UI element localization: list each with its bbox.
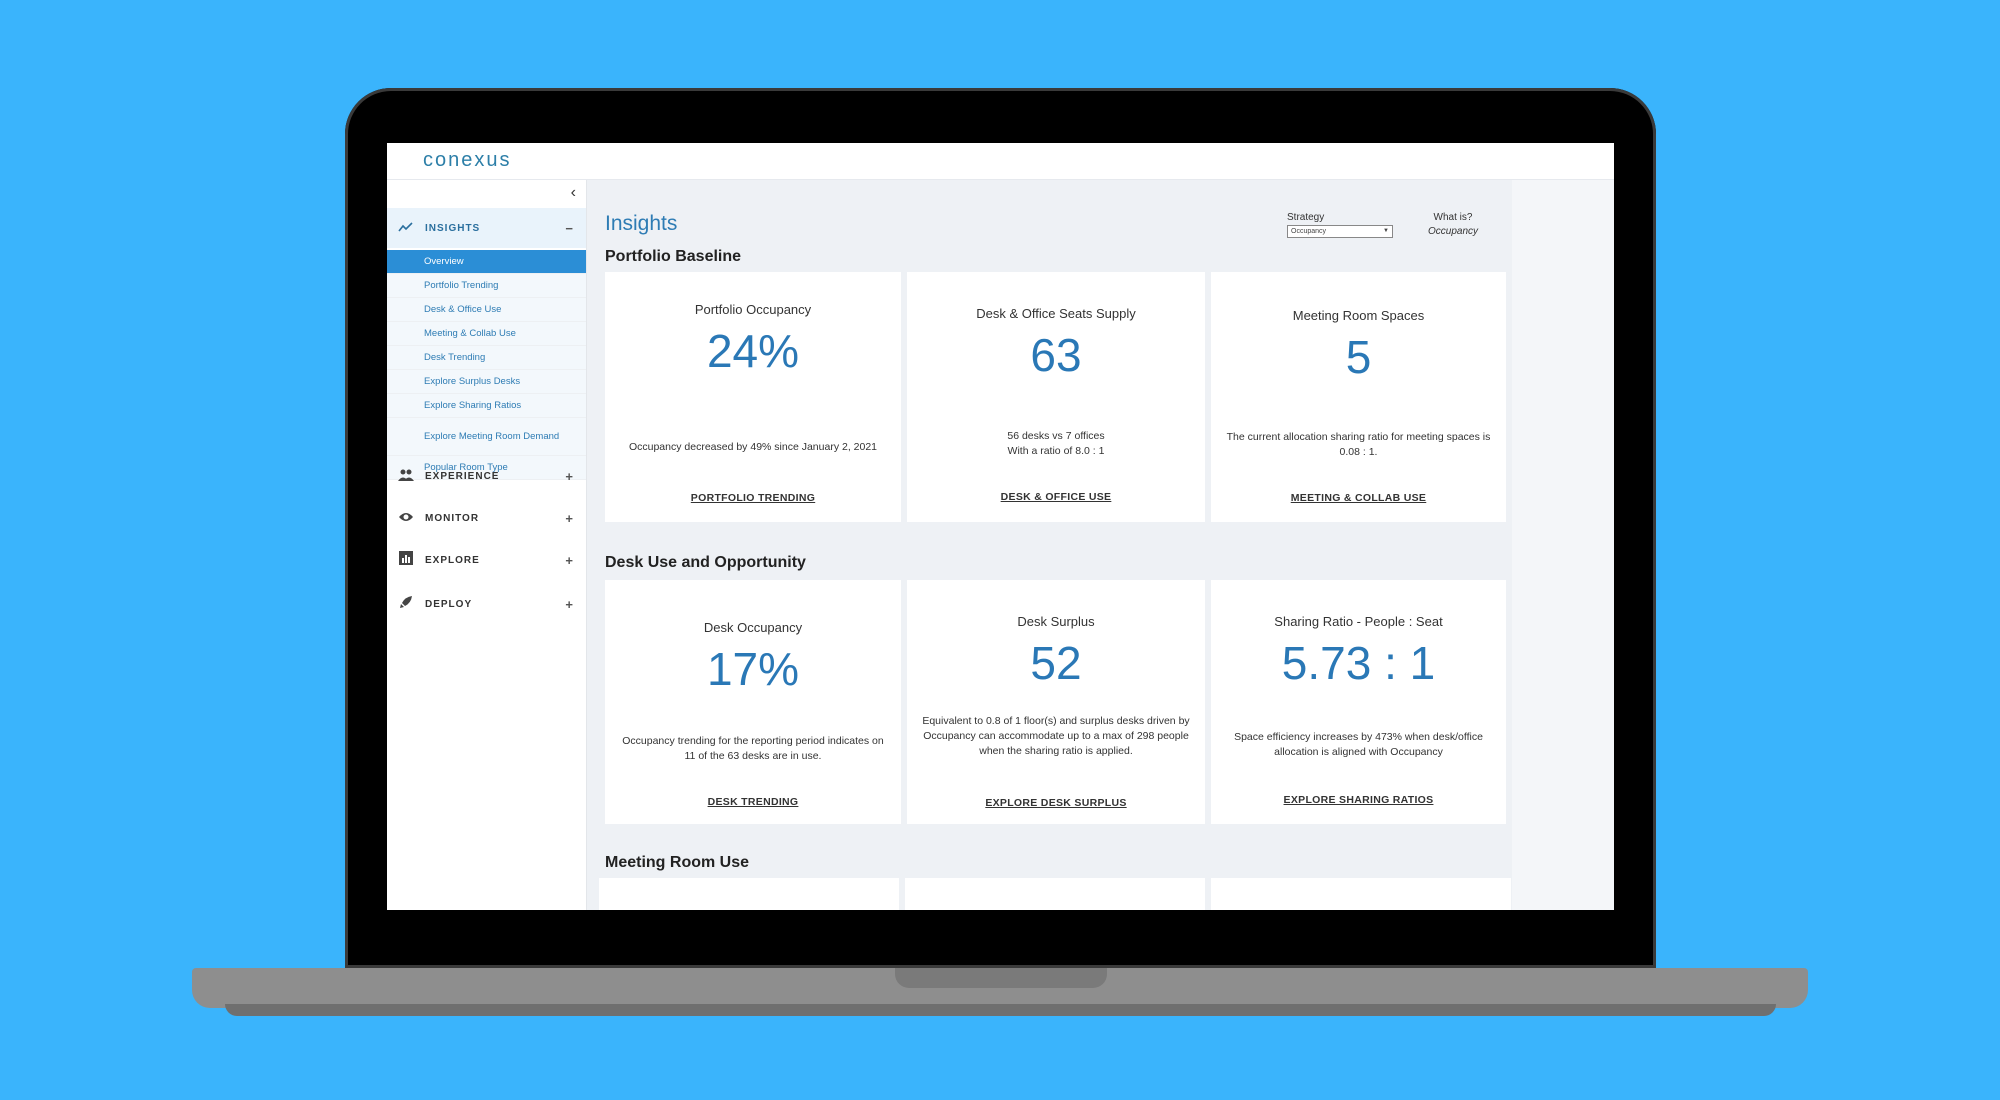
card-sharing-ratio: Sharing Ratio - People : Seat 5.73 : 1 S… xyxy=(1211,580,1506,824)
card-description: Equivalent to 0.8 of 1 floor(s) and surp… xyxy=(922,715,1190,757)
sidebar-item-explore-surplus-desks[interactable]: Explore Surplus Desks xyxy=(387,370,586,394)
right-pane xyxy=(1512,180,1614,910)
card-value: 63 xyxy=(1030,329,1082,381)
section-title-desk-use-opportunity: Desk Use and Opportunity xyxy=(605,554,806,571)
laptop-base-foot xyxy=(225,1004,1776,1016)
section-title-portfolio-baseline: Portfolio Baseline xyxy=(605,248,742,265)
link-desk-office-use[interactable]: DESK & OFFICE USE xyxy=(1000,491,1112,503)
nav-section-insights[interactable]: INSIGHTS − xyxy=(387,208,586,248)
sidebar-item-desk-trending[interactable]: Desk Trending xyxy=(387,346,586,370)
card-meeting-room-3 xyxy=(1211,878,1511,910)
card-description-ratio: With a ratio of 8.0 : 1 xyxy=(1007,445,1105,457)
card-desk-occupancy: Desk Occupancy 17% Occupancy trending fo… xyxy=(605,580,901,824)
sidebar-item-portfolio-trending[interactable]: Portfolio Trending xyxy=(387,274,586,298)
strategy-select-value: Occupancy xyxy=(1291,228,1327,235)
nav-section-label: MONITOR xyxy=(425,512,480,524)
card-description: Space efficiency increases by 473% when … xyxy=(1234,731,1483,758)
card-title: Portfolio Occupancy xyxy=(694,302,812,317)
card-description: 56 desks vs 7 offices xyxy=(1007,430,1105,442)
rocket-icon xyxy=(395,595,417,613)
nav-section-label: EXPERIENCE xyxy=(425,470,500,482)
sidebar-item-desk-office-use[interactable]: Desk & Office Use xyxy=(387,298,586,322)
nav-section-label: INSIGHTS xyxy=(425,222,481,234)
card-value: 5 xyxy=(1345,331,1372,383)
expand-section-icon[interactable]: + xyxy=(565,552,574,568)
card-portfolio-occupancy: Portfolio Occupancy 24% Occupancy decrea… xyxy=(605,272,901,522)
top-bar: conexus xyxy=(387,143,1614,180)
expand-section-icon[interactable]: + xyxy=(565,596,574,612)
card-value: 52 xyxy=(1030,637,1082,689)
card-title: Desk Occupancy xyxy=(703,620,803,635)
nav-section-deploy[interactable]: DEPLOY + xyxy=(387,584,586,624)
insights-dashboard: Insights Strategy Occupancy ▼ What is? O… xyxy=(587,194,1511,910)
laptop-screen: conexus ‹ INSIGHTS − Overview Portfolio … xyxy=(387,143,1614,910)
sidebar-item-overview[interactable]: Overview xyxy=(387,250,586,274)
card-description: Occupancy trending for the reporting per… xyxy=(622,735,884,762)
link-explore-desk-surplus[interactable]: EXPLORE DESK SURPLUS xyxy=(985,797,1127,809)
dropdown-arrow-icon: ▼ xyxy=(1383,228,1389,234)
link-portfolio-trending[interactable]: PORTFOLIO TRENDING xyxy=(690,492,816,504)
card-meeting-room-2 xyxy=(905,878,1205,910)
collapse-section-icon[interactable]: − xyxy=(565,220,574,236)
expand-section-icon[interactable]: + xyxy=(565,510,574,526)
people-icon xyxy=(395,468,417,485)
expand-section-icon[interactable]: + xyxy=(565,468,574,484)
insights-subitems: Overview Portfolio Trending Desk & Offic… xyxy=(387,250,586,480)
link-desk-trending[interactable]: DESK TRENDING xyxy=(707,796,799,808)
card-title: Desk Surplus xyxy=(1017,614,1095,629)
sidebar-item-meeting-collab-use[interactable]: Meeting & Collab Use xyxy=(387,322,586,346)
strategy-select[interactable]: Occupancy ▼ xyxy=(1287,225,1393,238)
sidebar-item-popular-room-type[interactable]: Popular Room Type xyxy=(387,456,586,480)
laptop-notch xyxy=(895,968,1107,988)
trend-line-icon xyxy=(395,220,417,237)
card-desk-surplus: Desk Surplus 52 Equivalent to 0.8 of 1 f… xyxy=(907,580,1205,824)
card-desk-office-seats-supply: Desk & Office Seats Supply 63 56 desks v… xyxy=(907,272,1205,522)
sidebar-item-explore-meeting-room-demand[interactable]: Explore Meeting Room Demand xyxy=(387,418,586,456)
nav-section-label: EXPLORE xyxy=(425,554,480,566)
sidebar-item-explore-sharing-ratios[interactable]: Explore Sharing Ratios xyxy=(387,394,586,418)
what-is-value[interactable]: Occupancy xyxy=(1427,226,1479,237)
card-value: 17% xyxy=(706,643,800,695)
eye-icon xyxy=(395,510,417,527)
conexus-logo[interactable]: conexus xyxy=(423,149,512,171)
nav-section-label: DEPLOY xyxy=(425,598,473,610)
sidebar: ‹ INSIGHTS − Overview Portfolio Trending… xyxy=(387,180,587,910)
card-title: Meeting Room Spaces xyxy=(1292,308,1425,323)
bar-chart-icon xyxy=(395,551,417,569)
section-title-meeting-room-use: Meeting Room Use xyxy=(605,854,750,871)
page-title: Insights xyxy=(605,212,678,235)
nav-section-monitor[interactable]: MONITOR + xyxy=(387,498,586,538)
nav-section-experience[interactable]: EXPERIENCE + xyxy=(387,456,586,496)
card-title: Sharing Ratio - People : Seat xyxy=(1274,614,1443,629)
strategy-label: Strategy xyxy=(1287,212,1325,223)
card-value: 5.73 : 1 xyxy=(1281,637,1436,689)
link-explore-sharing-ratios[interactable]: EXPLORE SHARING RATIOS xyxy=(1283,794,1434,806)
card-value: 24% xyxy=(706,325,800,377)
card-description: Occupancy decreased by 49% since January… xyxy=(628,441,878,453)
nav-section-explore[interactable]: EXPLORE + xyxy=(387,540,586,580)
link-meeting-collab-use[interactable]: MEETING & COLLAB USE xyxy=(1290,492,1427,504)
card-title: Desk & Office Seats Supply xyxy=(976,306,1136,321)
main-content: Insights Strategy Occupancy ▼ What is? O… xyxy=(587,180,1614,910)
card-meeting-room-spaces: Meeting Room Spaces 5 The current alloca… xyxy=(1211,272,1506,522)
what-is-label: What is? xyxy=(1433,212,1473,223)
card-description: The current allocation sharing ratio for… xyxy=(1226,431,1491,458)
card-meeting-room-1 xyxy=(599,878,899,910)
collapse-sidebar-icon[interactable]: ‹ xyxy=(570,184,576,201)
